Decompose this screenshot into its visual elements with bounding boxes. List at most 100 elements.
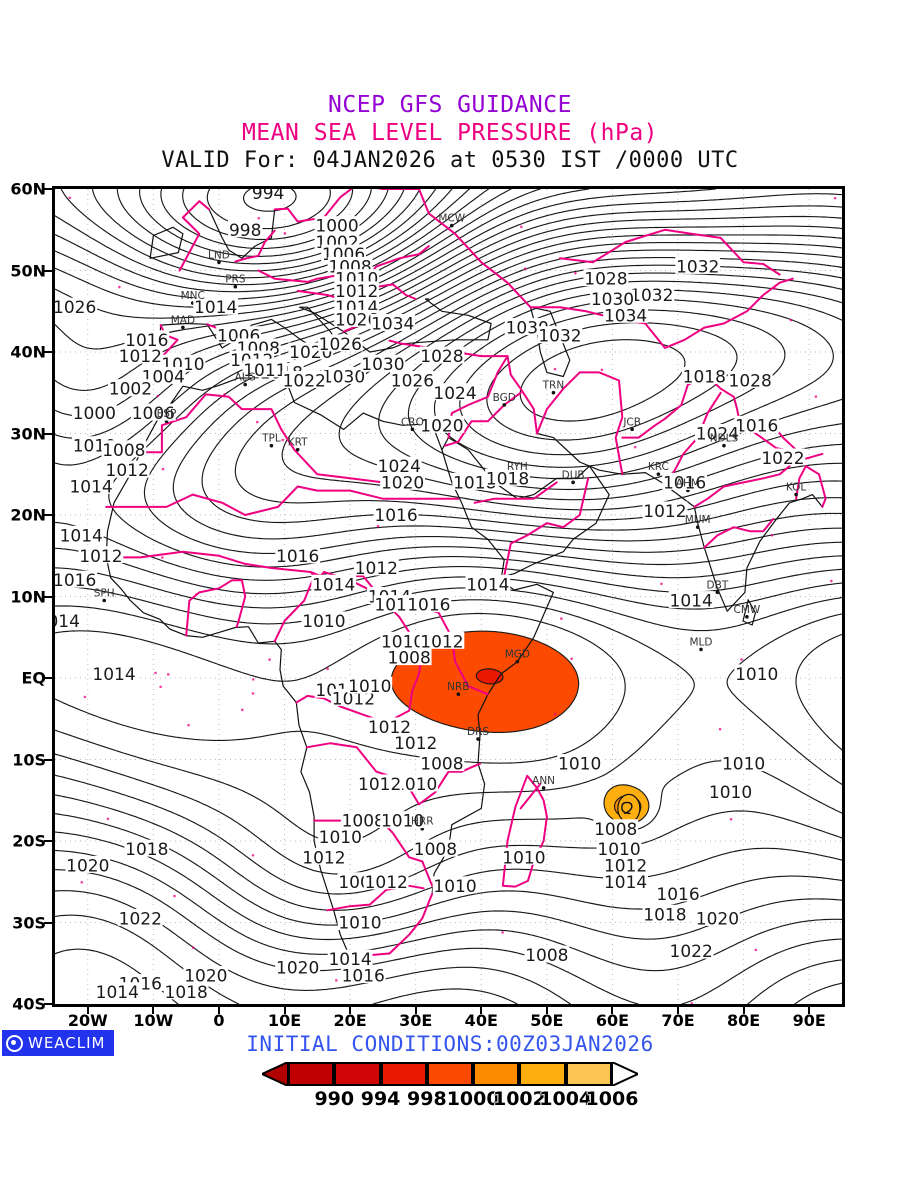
svg-text:1018: 1018 bbox=[165, 983, 208, 1003]
svg-text:ANN: ANN bbox=[532, 775, 555, 787]
svg-text:1020: 1020 bbox=[381, 473, 424, 493]
logo-circle-icon bbox=[6, 1034, 23, 1052]
svg-text:1020: 1020 bbox=[276, 958, 319, 978]
svg-text:1018: 1018 bbox=[125, 840, 168, 860]
svg-text:1020: 1020 bbox=[66, 856, 109, 876]
svg-text:1022: 1022 bbox=[761, 449, 804, 469]
svg-text:1008: 1008 bbox=[342, 812, 385, 832]
svg-text:MNC: MNC bbox=[181, 290, 205, 302]
svg-text:1014: 1014 bbox=[194, 298, 237, 318]
lon-tick-mark bbox=[611, 1006, 614, 1014]
lat-tick-20N: 20N bbox=[10, 505, 46, 525]
svg-text:1014: 1014 bbox=[466, 575, 509, 595]
svg-text:1012: 1012 bbox=[335, 282, 378, 302]
svg-text:1028: 1028 bbox=[420, 347, 463, 367]
svg-text:1028: 1028 bbox=[729, 372, 772, 392]
svg-text:1014: 1014 bbox=[92, 665, 135, 685]
lon-tick-mark bbox=[349, 1006, 352, 1014]
colorbar-under-arrow bbox=[259, 1060, 289, 1088]
lat-tick-20S: 20S bbox=[12, 831, 46, 851]
svg-text:1034: 1034 bbox=[371, 314, 414, 334]
svg-text:1012: 1012 bbox=[79, 547, 122, 567]
colorbar-label-1000: 1000 bbox=[446, 1088, 500, 1110]
svg-text:998: 998 bbox=[229, 221, 261, 241]
svg-text:1026: 1026 bbox=[391, 372, 434, 392]
colorbar-cell-2 bbox=[380, 1062, 427, 1086]
svg-text:1012: 1012 bbox=[604, 856, 647, 876]
svg-text:1014: 1014 bbox=[96, 983, 139, 1003]
svg-text:1012: 1012 bbox=[119, 347, 162, 367]
svg-text:1010: 1010 bbox=[302, 612, 345, 632]
svg-text:1016: 1016 bbox=[656, 885, 699, 905]
lon-tick-mark bbox=[677, 1006, 680, 1014]
svg-text:1008: 1008 bbox=[388, 649, 431, 669]
svg-text:1020: 1020 bbox=[696, 909, 739, 929]
lat-tick-mark bbox=[44, 677, 52, 679]
lon-tick-mark bbox=[86, 1006, 89, 1014]
svg-text:1022: 1022 bbox=[119, 909, 162, 929]
lat-tick-mark bbox=[44, 269, 52, 272]
svg-text:AHM: AHM bbox=[676, 477, 700, 489]
colorbar-cell-5 bbox=[519, 1062, 566, 1086]
svg-text:1030: 1030 bbox=[361, 355, 404, 375]
svg-text:1022: 1022 bbox=[283, 372, 326, 392]
lat-tick-30N: 30N bbox=[10, 424, 46, 443]
lat-tick-mark bbox=[44, 514, 52, 516]
svg-text:MCW: MCW bbox=[438, 213, 465, 225]
svg-text:1010: 1010 bbox=[709, 783, 752, 803]
svg-text:TPL: TPL bbox=[261, 433, 281, 445]
lon-tick-80E: 80E bbox=[727, 1011, 761, 1030]
svg-text:MUM: MUM bbox=[685, 514, 711, 526]
svg-text:1018: 1018 bbox=[486, 469, 529, 489]
lat-tick-60N: 60N bbox=[10, 179, 46, 199]
svg-text:MAD: MAD bbox=[171, 314, 195, 326]
svg-text:1010: 1010 bbox=[433, 877, 476, 897]
svg-text:NDLS: NDLS bbox=[710, 433, 739, 445]
colorbar-label-994: 994 bbox=[360, 1088, 401, 1110]
svg-text:1016: 1016 bbox=[125, 331, 168, 351]
svg-text:1032: 1032 bbox=[630, 286, 673, 306]
svg-text:RYH: RYH bbox=[507, 461, 528, 473]
svg-text:SPH: SPH bbox=[94, 588, 115, 600]
svg-text:1010: 1010 bbox=[722, 755, 765, 775]
svg-text:HRR: HRR bbox=[411, 816, 434, 828]
svg-text:1016: 1016 bbox=[735, 416, 778, 436]
svg-text:1002: 1002 bbox=[109, 380, 152, 400]
weaclim-logo: WEACLIM bbox=[2, 1030, 114, 1056]
svg-text:1010: 1010 bbox=[502, 848, 545, 868]
lat-tick-mark bbox=[44, 188, 52, 190]
lat-tick-mark bbox=[44, 432, 52, 435]
lat-tick-10S: 10S bbox=[12, 750, 46, 769]
svg-text:1008: 1008 bbox=[414, 840, 457, 860]
chart-title-block: NCEP GFS GUIDANCE MEAN SEA LEVEL PRESSUR… bbox=[0, 92, 900, 175]
svg-text:1026: 1026 bbox=[335, 310, 378, 330]
pressure-colorbar bbox=[259, 1060, 641, 1088]
svg-text:1008: 1008 bbox=[102, 441, 145, 461]
svg-text:1012: 1012 bbox=[420, 632, 463, 652]
colorbar-label-1002: 1002 bbox=[492, 1088, 546, 1110]
tropical-cyclone-symbol bbox=[617, 793, 641, 824]
colorbar-label-1004: 1004 bbox=[539, 1088, 593, 1110]
svg-text:1024: 1024 bbox=[433, 384, 476, 404]
svg-text:1012: 1012 bbox=[368, 718, 411, 738]
svg-text:1022: 1022 bbox=[670, 942, 713, 962]
svg-text:1014: 1014 bbox=[670, 592, 713, 612]
lon-tick-10E: 10E bbox=[267, 1011, 302, 1030]
svg-text:1012: 1012 bbox=[106, 461, 149, 481]
svg-text:KRT: KRT bbox=[288, 437, 308, 449]
lon-tick-70E: 70E bbox=[661, 1011, 695, 1030]
logo-text: WEACLIM bbox=[28, 1034, 106, 1052]
lon-tick-mark bbox=[414, 1006, 417, 1014]
svg-text:1026: 1026 bbox=[319, 335, 362, 355]
svg-text:1014: 1014 bbox=[60, 526, 103, 546]
svg-text:NRB: NRB bbox=[447, 681, 469, 693]
svg-text:1018: 1018 bbox=[683, 367, 726, 387]
lon-tick-90E: 90E bbox=[792, 1011, 826, 1030]
svg-text:1014: 1014 bbox=[604, 873, 647, 893]
colorbar-tick-labels: 990 994 998 1000 1002 1004 1006 bbox=[270, 1088, 638, 1112]
svg-text:1030: 1030 bbox=[322, 367, 365, 387]
svg-text:1016: 1016 bbox=[342, 966, 385, 986]
lon-tick-60E: 60E bbox=[595, 1011, 630, 1030]
svg-text:1028: 1028 bbox=[584, 270, 627, 290]
